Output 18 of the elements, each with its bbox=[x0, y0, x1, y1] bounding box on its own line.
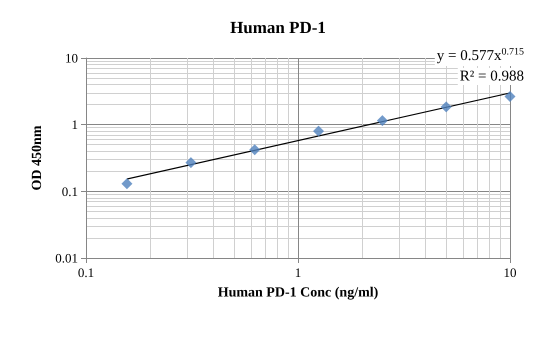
point bbox=[376, 115, 388, 126]
y-tick-label: 1 bbox=[72, 117, 78, 132]
point bbox=[121, 178, 132, 190]
point bbox=[440, 101, 452, 112]
y-tick-label: 10 bbox=[65, 50, 78, 66]
point bbox=[249, 144, 260, 156]
x-tick-label: 10 bbox=[504, 265, 516, 280]
point bbox=[313, 126, 324, 137]
y-tick-label: 0.01 bbox=[55, 250, 78, 266]
y-axis-title: OD 450nm bbox=[30, 125, 45, 190]
x-tick-label: 1 bbox=[294, 265, 302, 280]
x-axis-title: Human PD-1 Conc (ng/ml) bbox=[218, 286, 379, 300]
y-tick-label: 0.1 bbox=[62, 184, 78, 199]
point bbox=[185, 157, 196, 168]
point bbox=[504, 90, 516, 102]
x-tick-label: 0.1 bbox=[78, 265, 94, 280]
annotation: R² = 0.988 bbox=[460, 68, 524, 84]
chart-title: Human PD-1 bbox=[230, 18, 326, 37]
